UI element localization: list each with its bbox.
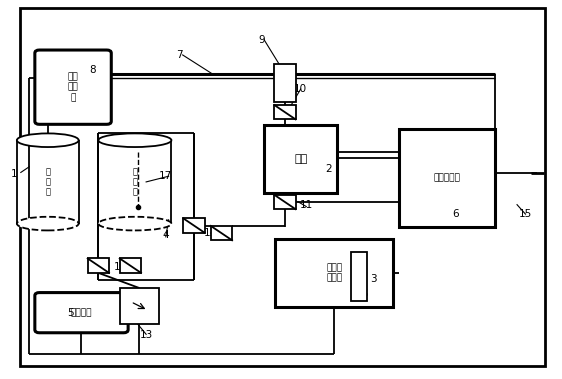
Text: 16: 16 [356, 289, 369, 299]
Bar [120, 258, 141, 273]
Polygon shape [17, 140, 79, 224]
Ellipse shape [17, 217, 79, 230]
Bar [274, 64, 296, 102]
Text: 1: 1 [11, 169, 17, 179]
Bar [88, 258, 109, 273]
Bar [351, 252, 367, 301]
Text: 6: 6 [452, 209, 459, 219]
Ellipse shape [17, 133, 79, 147]
Bar [274, 105, 296, 119]
Bar [274, 195, 296, 209]
Bar [211, 226, 232, 240]
Text: 控制面板: 控制面板 [71, 308, 92, 317]
Text: 电气控制箱: 电气控制箱 [433, 174, 460, 183]
Text: 量杯: 量杯 [294, 154, 307, 164]
Bar [399, 129, 495, 227]
Ellipse shape [98, 133, 171, 147]
Text: 水洗机
储液槽: 水洗机 储液槽 [327, 263, 342, 283]
Text: 第一
加液
泵: 第一 加液 泵 [67, 72, 79, 102]
Text: 废
液
桶: 废 液 桶 [133, 167, 137, 197]
Text: 4: 4 [162, 230, 169, 240]
Text: 8: 8 [89, 65, 96, 75]
Text: 9: 9 [258, 35, 265, 45]
Text: 容
剂
桶: 容 剂 桶 [46, 167, 50, 197]
Text: 10: 10 [294, 84, 307, 94]
Text: 3: 3 [370, 274, 377, 283]
Text: 11: 11 [300, 200, 313, 210]
Text: 13: 13 [139, 330, 153, 340]
FancyBboxPatch shape [35, 50, 111, 124]
Ellipse shape [98, 217, 171, 230]
Bar [120, 288, 159, 324]
Bar [264, 125, 337, 193]
Text: 15: 15 [519, 209, 532, 219]
Text: 5: 5 [67, 308, 74, 318]
FancyBboxPatch shape [35, 293, 128, 333]
Bar [275, 239, 393, 307]
Text: 7: 7 [176, 50, 183, 60]
Polygon shape [98, 140, 171, 224]
Text: 12: 12 [204, 228, 217, 238]
Text: 17: 17 [159, 171, 173, 181]
Bar [183, 218, 205, 233]
Text: 14: 14 [114, 262, 128, 272]
Text: 2: 2 [325, 164, 332, 174]
